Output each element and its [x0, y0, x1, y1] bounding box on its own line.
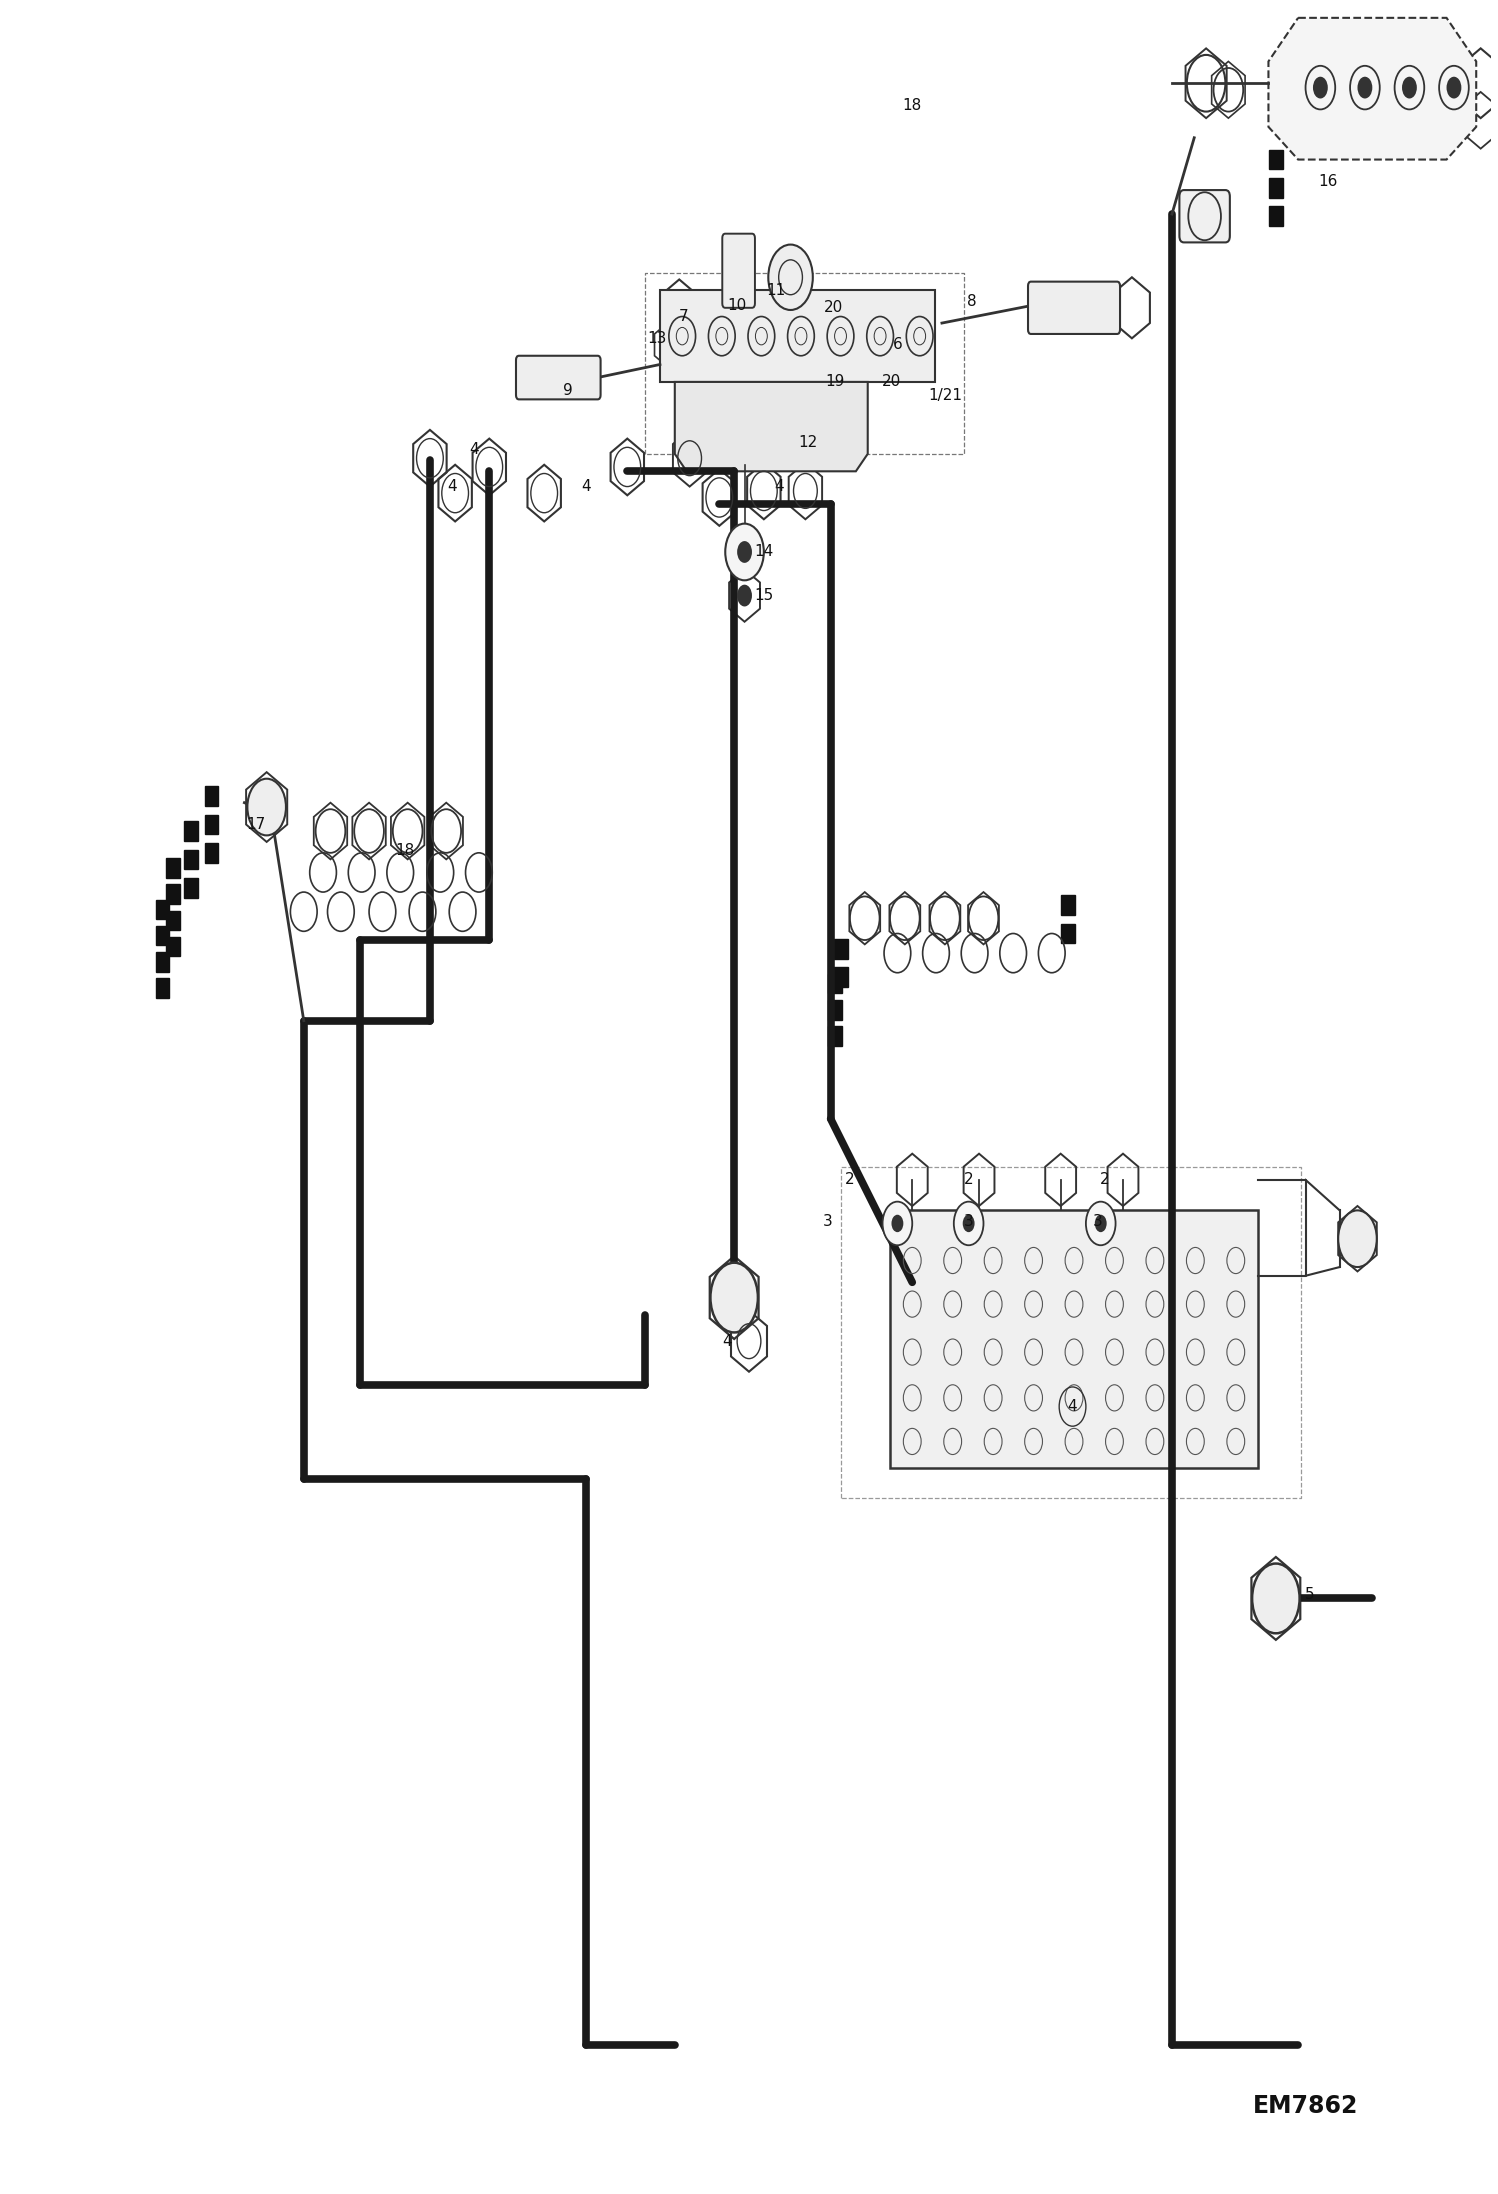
Bar [890, 1211, 1258, 1468]
Circle shape [247, 779, 286, 836]
Text: 1/21: 1/21 [927, 388, 962, 402]
Text: 4: 4 [722, 1334, 731, 1349]
Bar [205, 814, 219, 834]
Bar [156, 952, 169, 972]
Circle shape [768, 244, 813, 309]
Text: 2: 2 [845, 1172, 855, 1187]
FancyBboxPatch shape [1179, 191, 1230, 241]
Text: 5: 5 [712, 1290, 721, 1305]
Text: 3: 3 [963, 1213, 974, 1229]
Text: 7: 7 [679, 309, 689, 325]
FancyBboxPatch shape [1028, 281, 1121, 333]
Circle shape [1338, 1211, 1377, 1268]
Text: 4: 4 [1068, 1400, 1077, 1415]
Bar [205, 785, 219, 805]
Bar [1062, 895, 1074, 915]
Circle shape [1402, 77, 1417, 99]
Text: 18: 18 [395, 842, 415, 858]
Text: 20: 20 [824, 301, 843, 316]
Text: 11: 11 [765, 283, 785, 298]
Bar [1269, 178, 1282, 197]
Bar [184, 849, 198, 869]
Circle shape [1095, 1215, 1107, 1233]
Text: 15: 15 [753, 588, 773, 603]
Text: 20: 20 [882, 375, 902, 388]
Text: 2: 2 [1101, 1172, 1110, 1187]
Text: 5: 5 [1305, 1586, 1315, 1602]
Circle shape [1357, 77, 1372, 99]
Circle shape [954, 1202, 984, 1246]
Circle shape [1447, 77, 1462, 99]
Circle shape [737, 542, 752, 564]
Circle shape [891, 1215, 903, 1233]
Bar [661, 290, 935, 382]
Bar [828, 1027, 842, 1047]
Circle shape [1086, 1202, 1116, 1246]
Circle shape [1312, 77, 1327, 99]
Bar [156, 900, 169, 919]
Text: 3: 3 [822, 1213, 833, 1229]
Circle shape [963, 1215, 975, 1233]
Polygon shape [1269, 18, 1476, 160]
Circle shape [725, 524, 764, 581]
Text: 4: 4 [470, 441, 479, 456]
FancyBboxPatch shape [515, 355, 601, 399]
Text: 9: 9 [563, 384, 572, 397]
Text: 14: 14 [753, 544, 773, 559]
Bar [1269, 206, 1282, 226]
Text: 12: 12 [798, 434, 818, 450]
Circle shape [737, 584, 752, 606]
Bar [166, 937, 180, 957]
Text: 4: 4 [581, 478, 590, 494]
Text: 13: 13 [647, 331, 667, 347]
Bar [166, 858, 180, 878]
Bar [156, 926, 169, 946]
Text: 18: 18 [903, 97, 921, 112]
Text: 4: 4 [774, 478, 783, 494]
Text: 2: 2 [963, 1172, 974, 1187]
Bar [184, 821, 198, 840]
Text: 19: 19 [825, 375, 845, 388]
Bar [1062, 924, 1074, 943]
Bar [828, 974, 842, 994]
Bar [205, 842, 219, 862]
Circle shape [710, 1264, 758, 1332]
FancyBboxPatch shape [722, 235, 755, 307]
Text: 16: 16 [1318, 173, 1338, 189]
Bar [166, 911, 180, 930]
Text: 17: 17 [247, 816, 267, 832]
Text: 10: 10 [728, 298, 746, 314]
Circle shape [882, 1202, 912, 1246]
Text: 8: 8 [966, 294, 977, 309]
Polygon shape [674, 382, 867, 472]
Bar [828, 1000, 842, 1020]
Text: 3: 3 [1094, 1213, 1103, 1229]
Text: 6: 6 [893, 338, 902, 353]
Bar [166, 884, 180, 904]
Text: 4: 4 [448, 478, 457, 494]
Bar [834, 939, 848, 959]
Circle shape [1252, 1564, 1300, 1632]
Bar [184, 878, 198, 897]
Text: EM7862: EM7862 [1252, 2095, 1359, 2119]
Bar [1269, 149, 1282, 169]
Bar [156, 979, 169, 998]
Bar [834, 968, 848, 987]
